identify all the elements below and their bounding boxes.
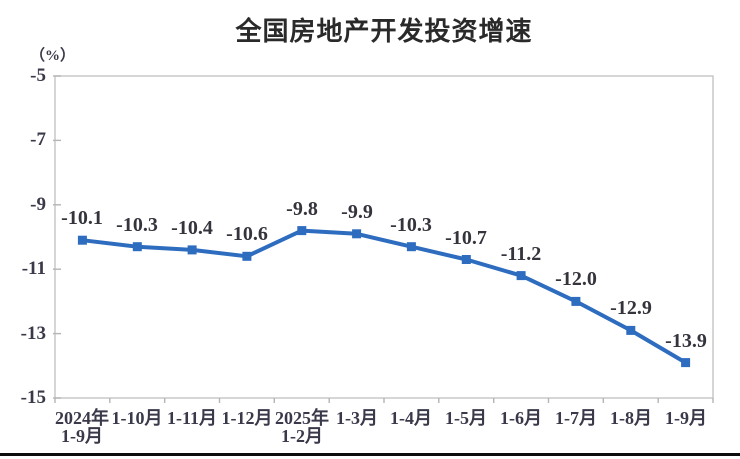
data-point-marker xyxy=(571,296,581,306)
data-point-marker xyxy=(132,242,142,252)
data-point-marker xyxy=(187,245,197,255)
data-point-marker xyxy=(516,271,526,281)
window-bottom-border xyxy=(0,453,740,456)
data-point-marker xyxy=(681,358,691,368)
data-point-marker xyxy=(297,226,307,236)
plot-border xyxy=(54,75,714,399)
series-line xyxy=(80,228,688,365)
data-point-marker xyxy=(77,235,87,245)
data-point-marker xyxy=(352,229,362,239)
chart-title: 全国房地产开发投资增速 xyxy=(235,16,533,46)
y-axis-unit-label: （%） xyxy=(30,48,76,64)
data-point-marker xyxy=(406,242,416,252)
data-point-marker xyxy=(242,251,252,261)
data-point-marker xyxy=(626,325,636,335)
data-point-marker xyxy=(461,255,471,264)
